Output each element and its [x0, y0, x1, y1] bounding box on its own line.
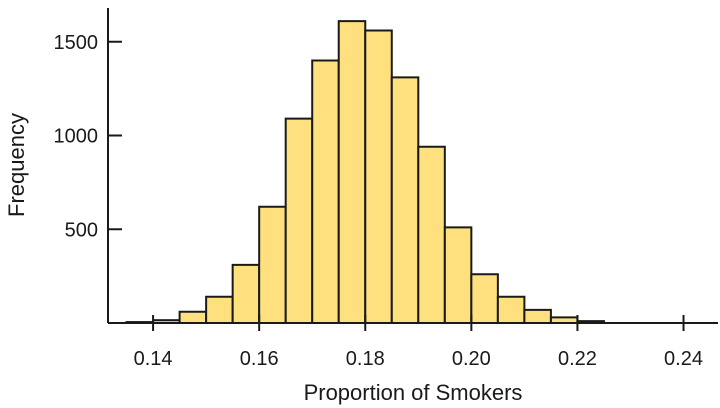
x-axis-title: Proportion of Smokers [304, 380, 523, 405]
histogram-bar [496, 295, 526, 324]
histogram-bar [443, 226, 473, 324]
histogram-bar [284, 117, 314, 324]
y-tick-label: 500 [65, 219, 98, 241]
histogram-bar [337, 20, 367, 324]
x-tick-label: 0.20 [452, 348, 491, 370]
histogram-bar [178, 310, 208, 324]
histogram-bar [258, 205, 287, 324]
histogram-bar [523, 308, 552, 324]
histogram-bar [311, 59, 340, 324]
x-tick-label: 0.22 [558, 348, 597, 370]
histogram-bar [231, 263, 261, 324]
x-tick-label: 0.16 [240, 348, 279, 370]
y-axis-title: Frequency [4, 113, 29, 217]
y-tick-label: 1500 [54, 32, 99, 54]
x-axis-ticks: 0.14 0.16 0.18 0.20 0.22 0.24 [134, 315, 703, 370]
histogram-bar [205, 295, 234, 324]
x-tick-label: 0.24 [664, 348, 703, 370]
histogram-bar [364, 29, 393, 324]
histogram-bar [390, 76, 420, 324]
histogram-bars [125, 20, 605, 324]
histogram-bar [417, 145, 446, 324]
x-tick-label: 0.18 [346, 348, 385, 370]
histogram-bar [470, 273, 499, 324]
y-axis-ticks: 500 1000 1500 [54, 32, 122, 241]
y-tick-label: 1000 [54, 126, 99, 148]
x-tick-label: 0.14 [134, 348, 173, 370]
